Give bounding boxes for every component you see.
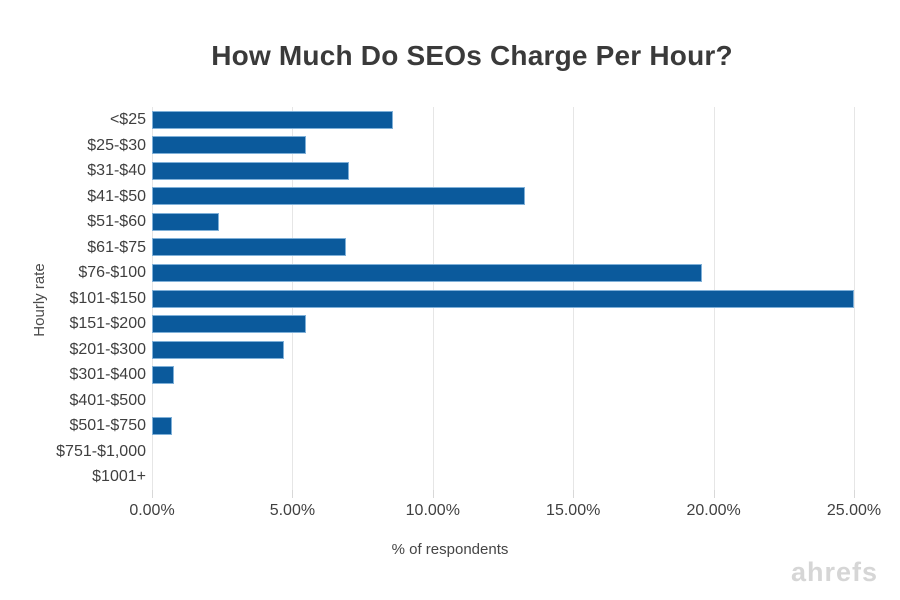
category-label: $751-$1,000 <box>56 442 146 460</box>
bar <box>152 263 703 282</box>
category-label: $401-$500 <box>69 391 146 409</box>
category-label: $25-$30 <box>87 136 146 154</box>
x-tick-label: 20.00% <box>686 502 741 519</box>
category-label: $301-$400 <box>69 366 146 384</box>
bar <box>152 289 854 308</box>
bar <box>152 212 220 231</box>
category-label: $201-$300 <box>69 340 146 358</box>
x-tick-label: 5.00% <box>269 502 316 519</box>
x-tick-label: 15.00% <box>546 502 601 519</box>
y-axis-title: Hourly rate <box>31 263 48 337</box>
category-label: $1001+ <box>92 468 146 486</box>
category-label: $61-$75 <box>87 238 146 256</box>
category-label: $101-$150 <box>69 289 146 307</box>
bar <box>152 161 349 180</box>
chart-title: How Much Do SEOs Charge Per Hour? <box>211 40 733 71</box>
gridline <box>854 107 855 490</box>
bar <box>152 187 526 206</box>
x-tick-label: 0.00% <box>129 502 175 519</box>
category-label: $41-$50 <box>87 187 146 205</box>
x-tick-mark <box>573 490 575 498</box>
x-tick-label: 10.00% <box>405 502 460 519</box>
plot-area <box>152 107 855 490</box>
x-tick-label: 25.00% <box>826 502 882 519</box>
bar <box>152 315 307 334</box>
category-label: $501-$750 <box>69 417 146 435</box>
x-tick-mark <box>713 490 715 498</box>
bar <box>152 110 394 129</box>
ahrefs-logo: ahrefs <box>790 557 878 587</box>
x-tick-mark <box>292 490 294 498</box>
x-axis-title: % of respondents <box>391 541 509 558</box>
x-tick-mark <box>152 490 153 498</box>
bar <box>152 366 175 385</box>
bar <box>152 340 284 359</box>
category-label: <$25 <box>109 111 146 128</box>
category-label: $51-$60 <box>87 213 146 231</box>
category-label: $31-$40 <box>87 162 146 180</box>
x-tick-mark <box>854 490 855 498</box>
bar <box>152 417 172 436</box>
x-tick-mark <box>432 490 434 498</box>
bar <box>152 136 307 155</box>
bar <box>152 238 346 257</box>
category-label: $151-$200 <box>69 315 146 333</box>
category-label: $76-$100 <box>78 264 146 282</box>
